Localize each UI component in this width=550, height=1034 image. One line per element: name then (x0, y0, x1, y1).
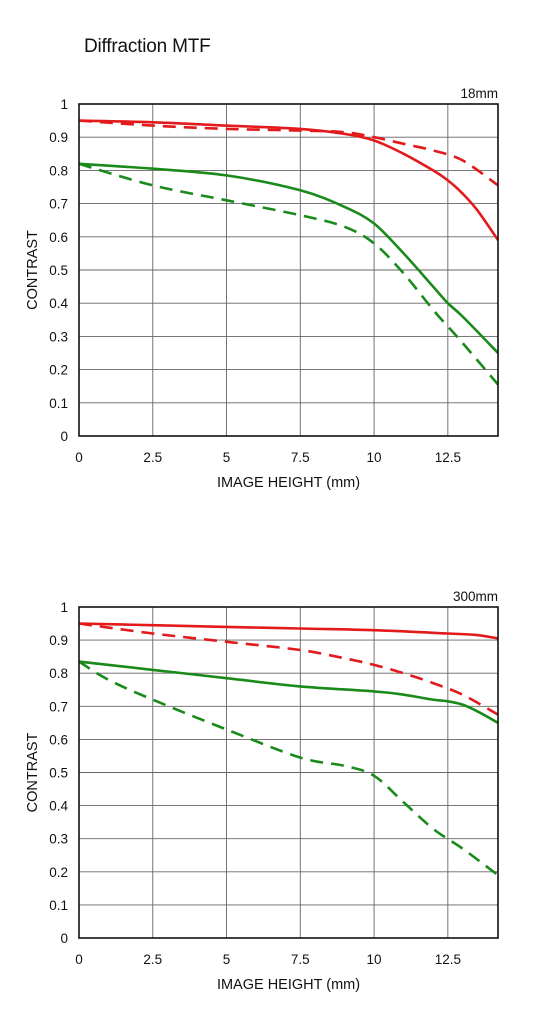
y-tick-label: 0 (60, 931, 68, 946)
x-tick-label: 7.5 (291, 952, 310, 967)
chart-panel-2: 00.10.20.30.40.50.60.70.80.910 2.5 5 7.5 10 1… (25, 589, 499, 993)
y-tick-label: 0.3 (49, 832, 68, 847)
focal-length-label: 18mm (460, 86, 498, 101)
x-tick-label: 0 (75, 952, 83, 967)
series-line-green-solid (78, 660, 499, 725)
y-tick-label: 0.7 (49, 699, 68, 714)
plot-frame (78, 606, 499, 939)
series-line-green-dashed (78, 162, 499, 386)
y-tick-label: 0.7 (49, 197, 68, 212)
y-tick-label: 0.9 (49, 633, 68, 648)
y-tick-label: 1 (60, 97, 68, 112)
series-line-green-solid (78, 162, 499, 354)
page-title: Diffraction MTF (84, 36, 211, 57)
chart-panel-1: 00.10.20.30.40.50.60.70.80.910 2.5 5 7.5 10 1… (25, 86, 500, 491)
y-tick-label: 0.2 (49, 363, 68, 378)
y-tick-label: 0.1 (49, 898, 68, 913)
series-line-red-solid (78, 622, 499, 640)
y-tick-label: 0.9 (49, 130, 68, 145)
x-axis-label: IMAGE HEIGHT (mm) (217, 977, 360, 993)
y-axis-label: CONTRAST (25, 230, 41, 310)
x-tick-label: 2.5 (143, 952, 162, 967)
y-tick-label: 0 (60, 429, 68, 444)
y-tick-label: 0.2 (49, 865, 68, 880)
series-line-red-dashed (78, 622, 499, 716)
y-tick-label: 0.4 (49, 296, 68, 311)
x-tick-label: 10 (367, 450, 382, 465)
focal-length-label: 300mm (453, 589, 498, 604)
y-tick-label: 0.5 (49, 263, 68, 278)
x-axis-label: IMAGE HEIGHT (mm) (217, 475, 360, 491)
plot-frame (78, 103, 499, 437)
y-tick-label: 0.6 (49, 230, 68, 245)
x-tick-label: 12.5 (435, 450, 461, 465)
y-tick-label: 0.6 (49, 732, 68, 747)
y-tick-label: 1 (60, 600, 68, 615)
y-tick-label: 0.5 (49, 766, 68, 781)
series-line-red-solid (78, 119, 500, 241)
x-tick-label: 2.5 (143, 450, 162, 465)
x-tick-label: 10 (367, 952, 382, 967)
y-tick-label: 0.1 (49, 396, 68, 411)
y-axis-label: CONTRAST (25, 732, 41, 812)
y-tick-label: 0.3 (49, 329, 68, 344)
y-tick-label: 0.8 (49, 666, 68, 681)
series-line-green-dashed (78, 660, 499, 877)
y-tick-label: 0.8 (49, 163, 68, 178)
y-tick-label: 0.4 (49, 799, 68, 814)
x-tick-label: 5 (223, 450, 231, 465)
x-tick-label: 5 (223, 952, 231, 967)
series-line-red-dashed (78, 119, 499, 187)
x-tick-label: 7.5 (291, 450, 310, 465)
x-tick-label: 12.5 (435, 952, 461, 967)
x-tick-label: 0 (75, 450, 83, 465)
